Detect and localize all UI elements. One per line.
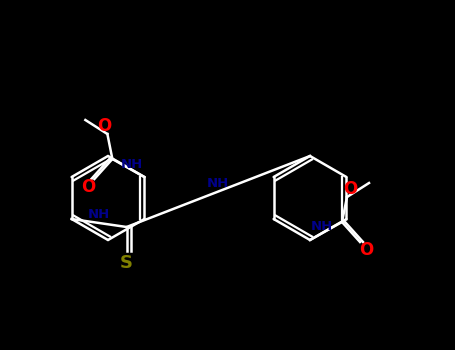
Text: NH: NH [88,209,110,222]
Text: NH: NH [311,220,333,233]
Text: NH: NH [121,158,143,170]
Text: O: O [359,241,373,259]
Text: O: O [343,180,357,198]
Text: NH: NH [207,177,229,190]
Text: O: O [97,117,111,135]
Text: O: O [81,178,96,196]
Text: S: S [120,254,133,272]
